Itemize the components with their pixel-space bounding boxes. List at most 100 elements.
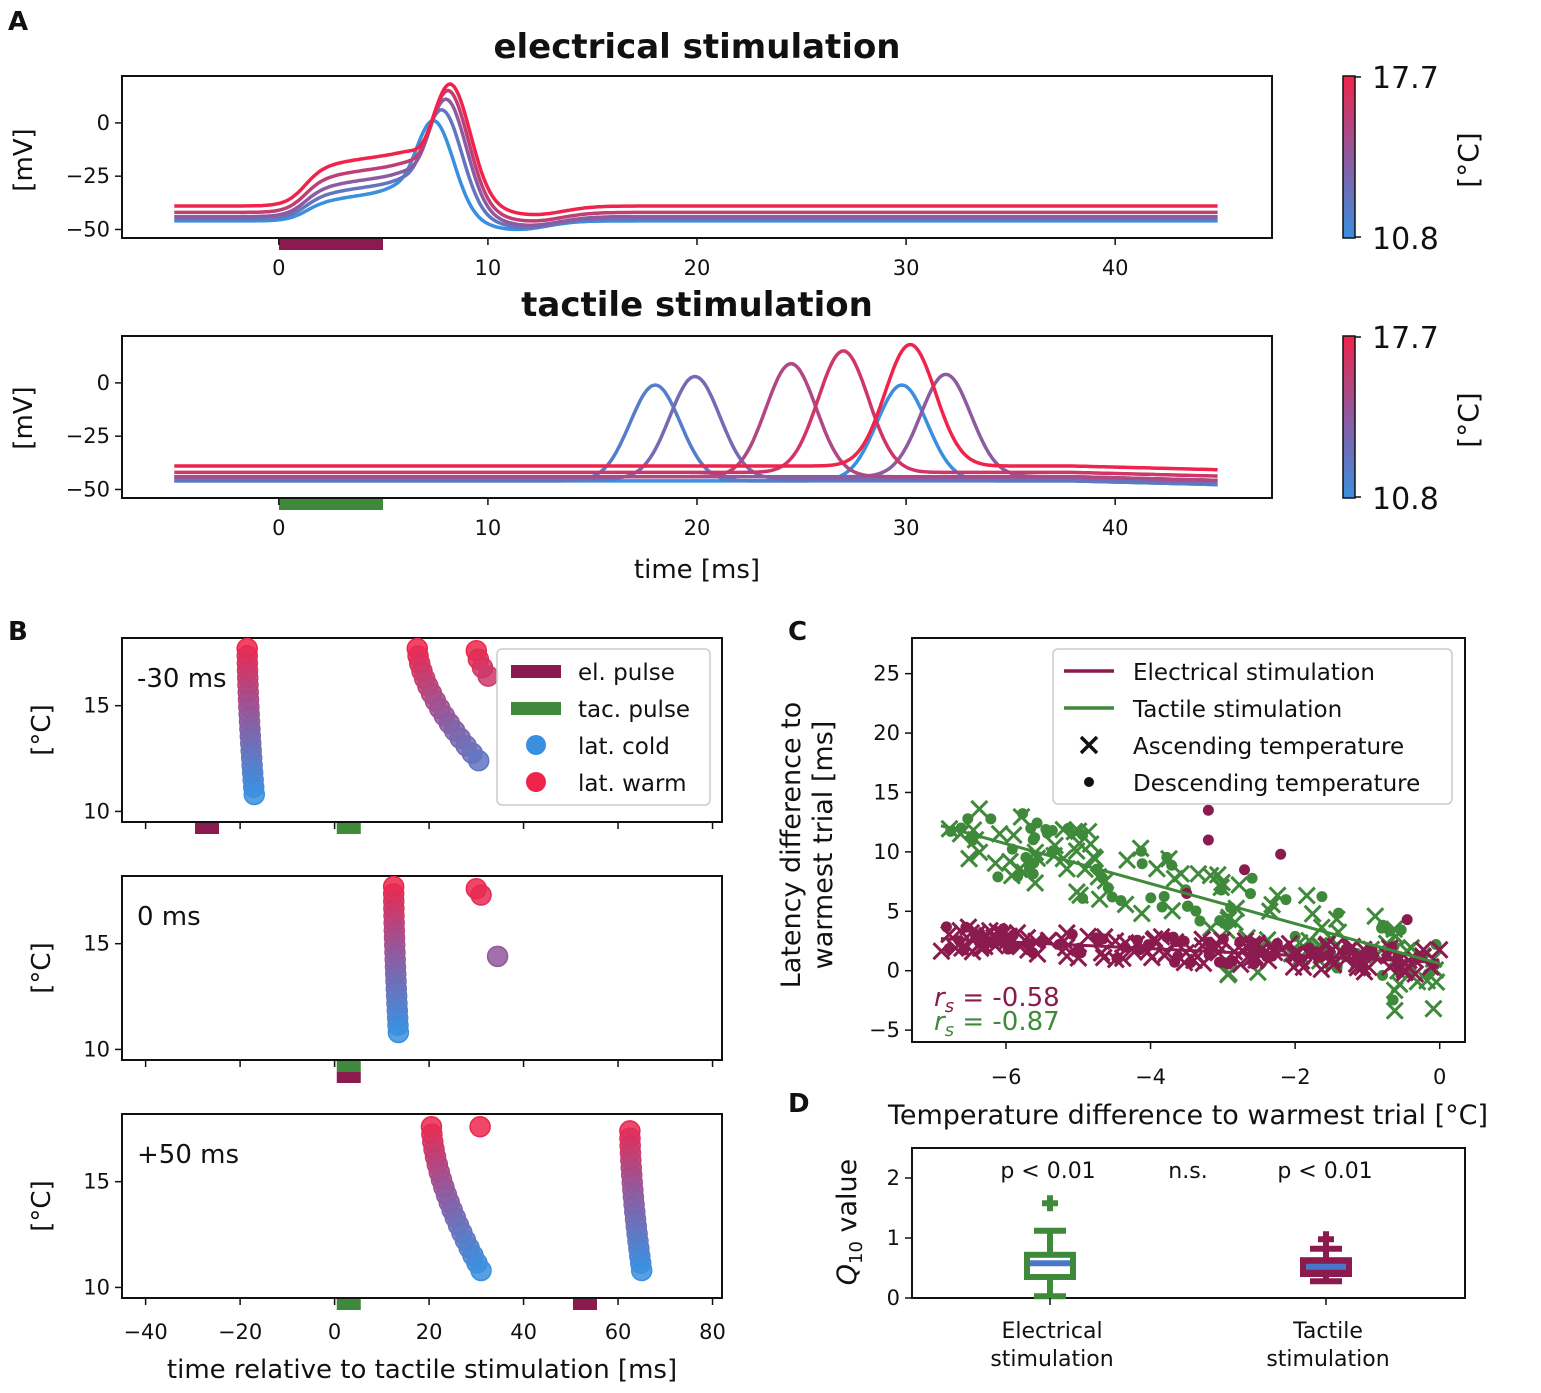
- asc-marker: [1353, 958, 1372, 977]
- c-ylabel-2: warmest trial [ms]: [808, 721, 839, 970]
- panel-label-a: A: [8, 7, 28, 37]
- asc-marker: [1236, 931, 1255, 950]
- asc-marker: [1067, 882, 1086, 902]
- asc-marker: [951, 921, 970, 940]
- colorbar-top-min: 10.8: [1372, 222, 1439, 257]
- b-legend-tac: tac. pulse: [578, 697, 690, 723]
- asc-marker: [1268, 886, 1287, 905]
- b-ytick: 15: [83, 1170, 110, 1194]
- asc-marker: [1165, 869, 1184, 888]
- c-xtick: 0: [1433, 1065, 1446, 1089]
- b-ytick: 10: [83, 1275, 110, 1299]
- asc-marker: [1303, 904, 1322, 923]
- box-outlier: [1318, 1231, 1334, 1248]
- trace-10-8-C: [174, 82, 1218, 217]
- a-ytick: −50: [66, 477, 110, 501]
- latency-point: [486, 945, 509, 968]
- c-rs-tac-val: = -0.87: [954, 1007, 1060, 1037]
- b-legend-el: el. pulse: [578, 660, 675, 686]
- desc-marker: [1066, 928, 1078, 940]
- b-tac-pulse: [336, 823, 361, 834]
- asc-marker: [1012, 807, 1031, 827]
- a-bottom-colorbar: 17.7 10.8 [°C]: [1342, 321, 1485, 517]
- colorbar-top-bar: [1342, 75, 1356, 239]
- asc-marker: [1045, 836, 1065, 855]
- c-fit-electrical: [940, 937, 1440, 964]
- d-annot-0: p < 0.01: [1000, 1159, 1095, 1184]
- asc-marker: [1193, 930, 1212, 949]
- a-xtick: 20: [684, 516, 711, 540]
- b-legend-cold: lat. cold: [578, 734, 670, 760]
- a-bottom-ylabel: [mV]: [9, 386, 39, 449]
- asc-marker: [1390, 975, 1409, 994]
- d-ylabel-q: Q: [832, 1264, 863, 1285]
- panel-label-b: B: [8, 617, 28, 647]
- a-top-title: electrical stimulation: [493, 27, 900, 67]
- d-plot: 0 1 2: [887, 1147, 1466, 1310]
- desc-marker: [1185, 957, 1197, 969]
- desc-marker: [1376, 922, 1388, 934]
- c-rs-tactile: rs = -0.87: [934, 1007, 1060, 1041]
- trace-17-7-C-a: [174, 383, 1218, 487]
- asc-marker: [1000, 852, 1020, 871]
- desc-marker: [1387, 994, 1399, 1006]
- desc-marker: [1190, 905, 1202, 917]
- asc-marker: [1430, 940, 1449, 959]
- asc-marker: [1056, 938, 1075, 957]
- c-plot: −6 −4 −2 0 −5 0 5 10 15 20 25: [869, 637, 1466, 1089]
- b-sub0-label: -30 ms: [137, 664, 227, 694]
- c-rs-tac-r: r: [934, 1007, 947, 1037]
- a-xtick: 40: [1102, 516, 1129, 540]
- desc-marker: [1202, 834, 1214, 846]
- asc-marker: [1424, 999, 1443, 1018]
- c-rs-el-val: = -0.58: [954, 983, 1060, 1013]
- b-legend: el. pulse tac. pulse lat. cold lat. warm: [496, 648, 711, 806]
- legend-cold-marker: [526, 735, 546, 755]
- desc-marker: [1181, 900, 1193, 912]
- desc-marker: [1316, 891, 1328, 903]
- c-xtick: −2: [1280, 1065, 1311, 1089]
- d-ylabel: Q10 value: [832, 1159, 867, 1286]
- desc-marker: [1131, 934, 1143, 946]
- a-xtick: 10: [475, 516, 502, 540]
- asc-marker: [1069, 948, 1088, 968]
- b-ylabel-2: [°C]: [27, 1180, 57, 1231]
- desc-marker: [1158, 890, 1170, 902]
- trace-16-5-C: [174, 374, 1218, 485]
- c-ytick: 5: [887, 899, 900, 923]
- a-top-colorbar: 17.7 10.8 [°C]: [1342, 61, 1485, 257]
- asc-marker: [1079, 927, 1098, 946]
- asc-marker: [1201, 866, 1220, 885]
- asc-marker: [1231, 955, 1250, 974]
- asc-marker: [1096, 871, 1115, 890]
- d-cat-0-line1: Electrical: [1001, 1319, 1102, 1344]
- b-tac-pulse: [336, 1061, 361, 1072]
- desc-marker: [1393, 961, 1405, 973]
- c-ytick: −5: [869, 1018, 900, 1042]
- d-ytick: 2: [887, 1166, 900, 1190]
- desc-marker: [1202, 804, 1214, 816]
- asc-marker: [1219, 964, 1238, 983]
- desc-marker: [1136, 858, 1148, 870]
- d-ylabel-sub: 10: [846, 1241, 867, 1264]
- legend-tac-pulse-swatch: [511, 702, 561, 715]
- b-sub1-label: 0 ms: [137, 902, 201, 932]
- b-xtick: 0: [328, 1320, 341, 1344]
- c-xtick: −4: [1135, 1065, 1166, 1089]
- latency-point: [467, 749, 490, 772]
- latency-point: [477, 665, 499, 687]
- legend-dot-marker: [1084, 777, 1094, 787]
- asc-marker: [932, 942, 951, 961]
- c-ytick: 0: [887, 959, 900, 983]
- a-xtick: 30: [893, 256, 920, 280]
- asc-marker: [1366, 907, 1385, 926]
- desc-marker: [1248, 958, 1260, 970]
- a-top-ylabel: [mV]: [9, 128, 39, 191]
- a-top-plot: 0 10 20 30 40 0 −25 −50: [66, 75, 1273, 280]
- d-ytick: 1: [887, 1226, 900, 1250]
- asc-marker: [1406, 964, 1425, 984]
- b-ylabel-0: [°C]: [27, 704, 57, 755]
- panel-label-c: C: [788, 617, 807, 647]
- desc-marker: [1178, 935, 1190, 947]
- desc-marker: [1401, 914, 1413, 926]
